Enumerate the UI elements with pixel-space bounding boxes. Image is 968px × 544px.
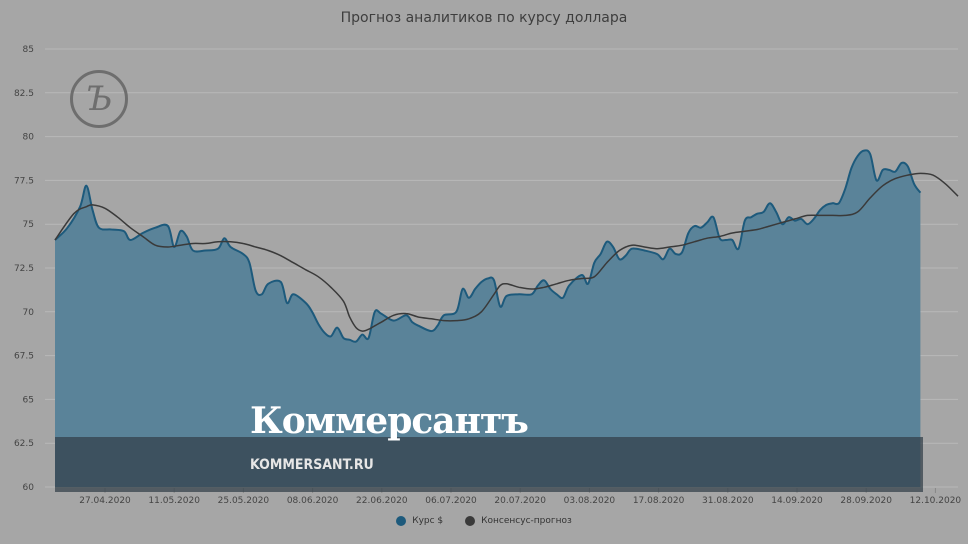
chart-legend: Курс $ Консенсус-прогноз bbox=[0, 516, 968, 526]
y-tick-label: 75 bbox=[23, 220, 34, 230]
legend-label-rate: Курс $ bbox=[412, 516, 444, 526]
series-consensus-line[interactable] bbox=[54, 172, 959, 332]
chart-title: Прогноз аналитиков по курсу доллара bbox=[340, 10, 628, 26]
x-tick-label: 22.06.2020 bbox=[356, 496, 408, 506]
y-tick-label: 65 bbox=[23, 395, 34, 405]
y-tick-label: 85 bbox=[23, 45, 34, 55]
x-tick-label: 20.07.2020 bbox=[494, 496, 546, 506]
legend-dot-rate bbox=[396, 516, 407, 526]
legend-item-rate[interactable]: Курс $ bbox=[396, 516, 443, 526]
y-tick-label: 72.5 bbox=[14, 264, 34, 274]
x-tick-label: 12.10.2020 bbox=[910, 496, 962, 506]
x-tick-label: 08.06.2020 bbox=[287, 496, 339, 506]
x-tick-label: 17.08.2020 bbox=[633, 496, 685, 506]
y-tick-label: 82.5 bbox=[14, 89, 34, 99]
x-tick-label: 14.09.2020 bbox=[771, 496, 823, 506]
x-tick-label: 25.05.2020 bbox=[218, 496, 270, 506]
svg-text:Ъ: Ъ bbox=[85, 79, 112, 119]
kommersant-logo-icon: Ъ bbox=[70, 70, 128, 128]
x-tick-label: 31.08.2020 bbox=[702, 496, 754, 506]
x-tick-label: 27.04.2020 bbox=[79, 496, 131, 506]
y-tick-label: 70 bbox=[23, 308, 35, 318]
brand-url[interactable]: KOMMERSANT.RU bbox=[250, 457, 374, 473]
y-tick-label: 60 bbox=[23, 483, 35, 493]
series-rate-line[interactable] bbox=[54, 149, 922, 343]
watermark-band bbox=[55, 437, 923, 492]
x-tick-label: 11.05.2020 bbox=[148, 496, 200, 506]
brand-name: Коммерсантъ bbox=[250, 400, 529, 442]
y-tick-label: 77.5 bbox=[14, 176, 34, 186]
x-tick-label: 28.09.2020 bbox=[840, 496, 892, 506]
x-tick-label: 03.08.2020 bbox=[564, 496, 616, 506]
y-axis: 85 82.5 80 77.5 75 72.5 70 67.5 65 62.5 60 bbox=[14, 45, 34, 493]
legend-item-consensus[interactable]: Консенсус-прогноз bbox=[465, 516, 572, 526]
y-tick-label: 67.5 bbox=[14, 352, 34, 362]
legend-label-consensus: Консенсус-прогноз bbox=[481, 516, 572, 526]
y-tick-label: 62.5 bbox=[14, 439, 34, 449]
series-rate-area bbox=[55, 150, 921, 487]
y-tick-label: 80 bbox=[23, 133, 35, 143]
series-layer bbox=[54, 149, 959, 487]
legend-dot-consensus bbox=[465, 516, 476, 526]
x-tick-label: 06.07.2020 bbox=[425, 496, 477, 506]
